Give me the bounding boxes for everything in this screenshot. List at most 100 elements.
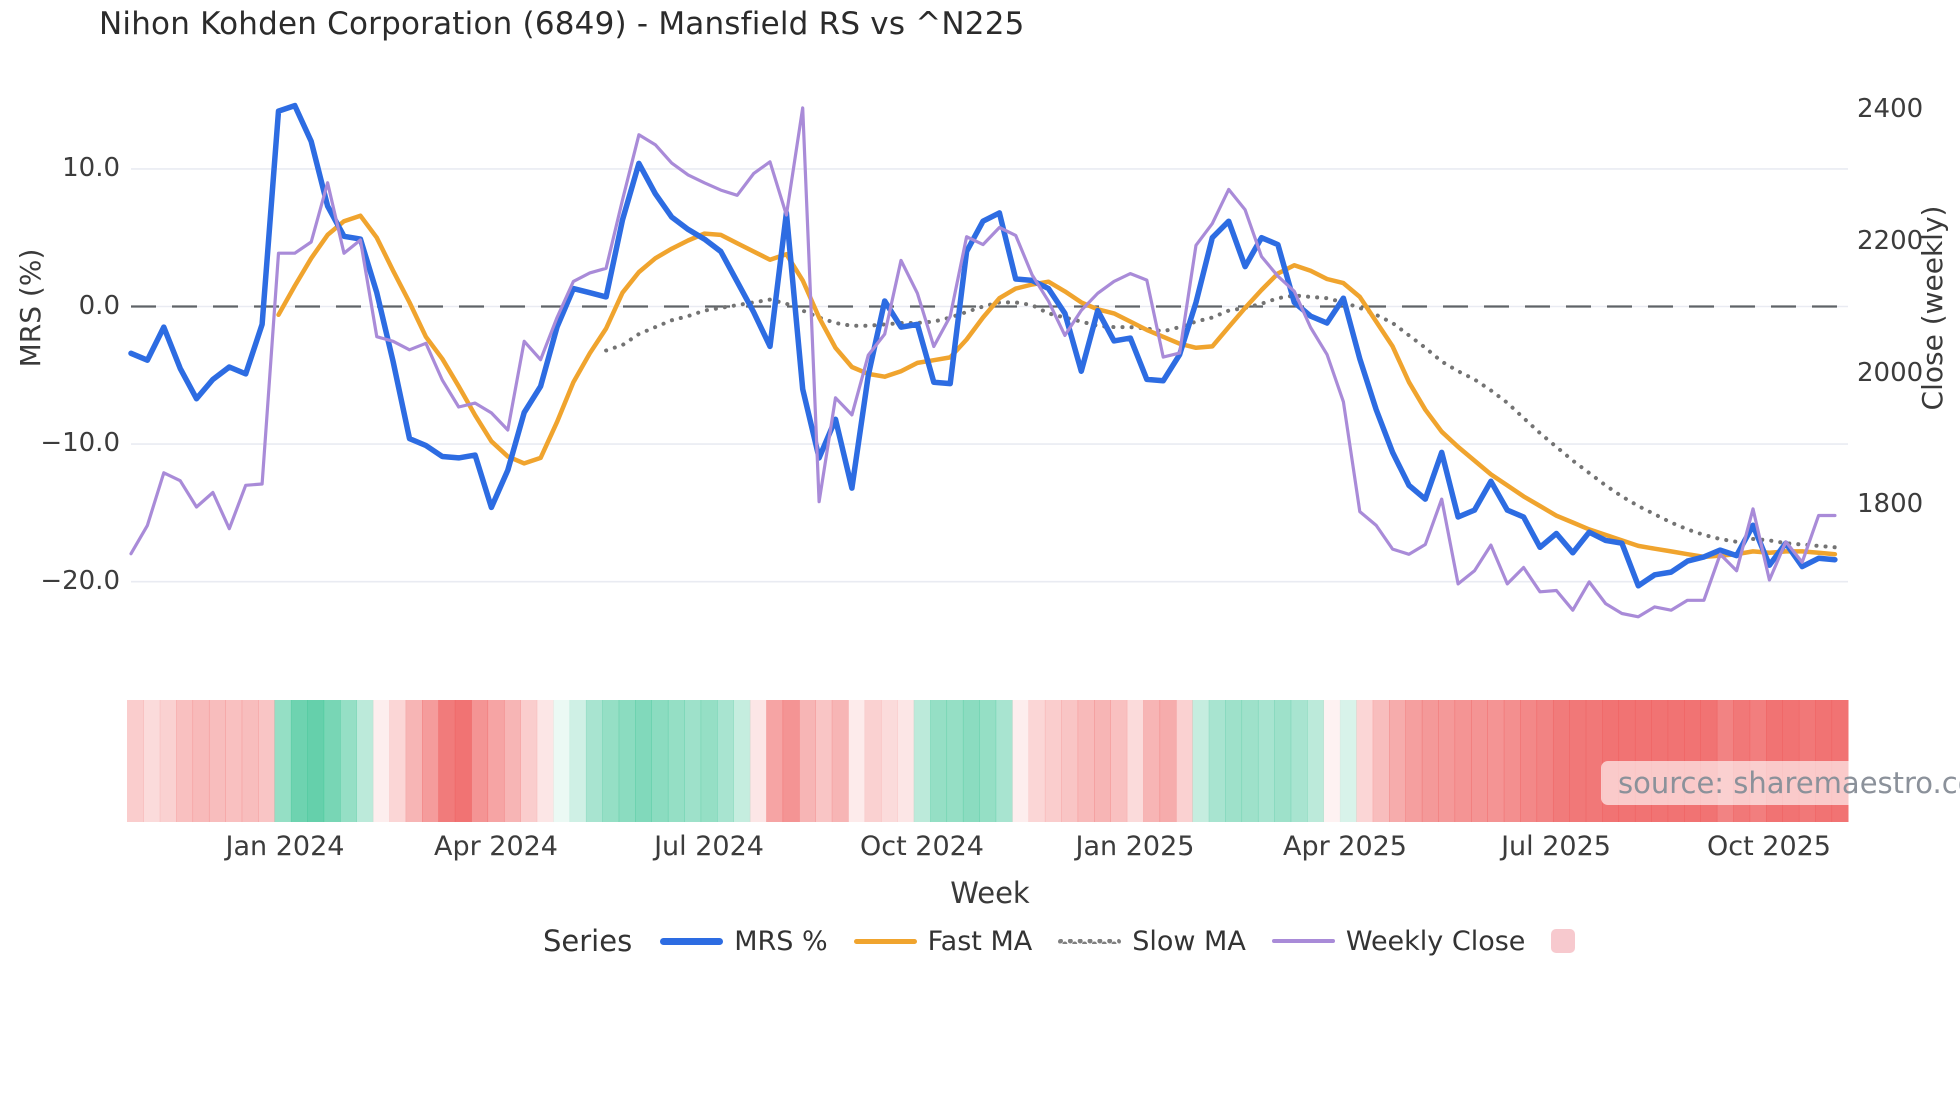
heatmap-cell [454, 700, 472, 822]
left-axis-title: MRS (%) [14, 248, 47, 368]
left-tick-minus20: −20.0 [40, 566, 120, 596]
series-line-weekly-close [129, 106, 1837, 619]
series-line-mrs- [128, 102, 1838, 589]
heatmap-cell [1569, 700, 1587, 822]
heatmap-cell [962, 700, 980, 822]
heatmap-cell [930, 700, 948, 822]
heatmap-cell [159, 700, 177, 822]
heatmap-cell [1487, 700, 1505, 822]
x-tick-oct-2025: Oct 2025 [1707, 831, 1831, 862]
source-watermark: source: sharemaestro.com [1601, 761, 1960, 805]
right-tick-1800: 1800 [1857, 489, 1924, 519]
heatmap-cell [487, 700, 505, 822]
heatmap-cell [979, 700, 997, 822]
heatmap-cell [1290, 700, 1308, 822]
legend-item-mrs: MRS % [660, 925, 828, 957]
heatmap-cell [1044, 700, 1062, 822]
left-tick-minus10: −10.0 [40, 428, 120, 458]
heatmap-cell [1208, 700, 1226, 822]
heatmap-cell [1192, 700, 1210, 822]
heatmap-cell [1454, 700, 1472, 822]
heatmap-cell [782, 700, 800, 822]
heatmap-cell [1438, 700, 1456, 822]
legend-label-fast-ma: Fast MA [927, 925, 1033, 957]
heatmap-cell [880, 700, 898, 822]
heatmap-cell [1552, 700, 1570, 822]
legend-title: Series [543, 924, 633, 958]
heatmap-cell [520, 700, 538, 822]
heatmap-cell [1241, 700, 1259, 822]
heatmap-cell [1389, 700, 1406, 822]
series-line-slow-ma [604, 293, 1837, 550]
heatmap-cell [1257, 700, 1275, 822]
heatmap-cell [995, 700, 1013, 822]
heatmap-cell [848, 700, 866, 822]
heatmap-cell [651, 700, 669, 822]
heatmap-cell [1339, 700, 1357, 822]
heatmap-cell [1225, 700, 1243, 822]
heatmap-cell [192, 700, 210, 822]
heatmap-cell [1536, 700, 1554, 822]
heatmap-cell [1503, 700, 1521, 822]
heatmap-cell [700, 700, 718, 822]
heatmap-cell [422, 700, 439, 822]
x-tick-jan-2025: Jan 2025 [1075, 831, 1195, 862]
heatmap-cell [749, 700, 767, 822]
heatmap-cell [258, 700, 276, 822]
heatmap-cell [913, 700, 931, 822]
heatmap-cell [897, 700, 915, 822]
heatmap-cell [1421, 700, 1439, 822]
heatmap-cell [1143, 700, 1161, 822]
heatmap-cell [766, 700, 784, 822]
heatmap-cell [389, 700, 407, 822]
heatmap-cell [1159, 700, 1177, 822]
heatmap-cell [815, 700, 833, 822]
heatmap-cell [1372, 700, 1390, 822]
heatmap-cell [1126, 700, 1144, 822]
heatmap-cell [635, 700, 652, 822]
heatmap-cell [1405, 700, 1423, 822]
legend-item-fast-ma: Fast MA [853, 925, 1033, 957]
series-line-fast-ma [276, 213, 1838, 560]
heatmap-cell [946, 700, 964, 822]
heatmap-cell [356, 700, 374, 822]
heatmap-cell [1585, 700, 1603, 822]
slow-ma-line-sample-icon [1058, 938, 1122, 944]
heatmap-cell [602, 700, 620, 822]
heatmap-cell [684, 700, 702, 822]
left-tick-0: 0.0 [78, 291, 120, 321]
heatmap-cell [143, 700, 161, 822]
heatmap-cell [1110, 700, 1128, 822]
heatmap-cell [553, 700, 571, 822]
x-tick-jul-2024: Jul 2024 [654, 831, 764, 862]
heatmap-cell [503, 700, 521, 822]
heatmap-cell [307, 700, 325, 822]
legend-label-mrs: MRS % [734, 925, 828, 957]
heatmap-cell [799, 700, 816, 822]
heatmap-cell [1274, 700, 1292, 822]
heatmap-cell [667, 700, 685, 822]
heatmap-cell [208, 700, 226, 822]
heatmap-cell [274, 700, 292, 822]
legend-item-weekly-close: Weekly Close [1271, 926, 1525, 957]
heatmap-cell [1356, 700, 1374, 822]
heatmap-cell [438, 700, 456, 822]
heatmap-cell [127, 700, 144, 822]
heatmap-cell [1323, 700, 1341, 822]
heatmap-cell [569, 700, 587, 822]
heatmap-cell [372, 700, 390, 822]
heatmap-cell [1175, 700, 1193, 822]
heatmap-cell [1077, 700, 1095, 822]
legend-item-heatmap [1551, 929, 1576, 953]
left-tick-10: 10.0 [62, 153, 120, 183]
x-tick-apr-2025: Apr 2025 [1282, 831, 1407, 862]
heatmap-cell [1307, 700, 1324, 822]
heatmap-cell [405, 700, 423, 822]
mrs-line-sample-icon [660, 937, 724, 945]
x-tick-apr-2024: Apr 2024 [433, 831, 558, 862]
heatmap-cell [618, 700, 636, 822]
right-tick-2000: 2000 [1857, 358, 1924, 388]
heatmap-swatch-icon [1551, 929, 1576, 953]
legend: Series MRS % Fast MA Slow MA Weekly Clos… [543, 924, 1576, 958]
heatmap-cell [471, 700, 489, 822]
